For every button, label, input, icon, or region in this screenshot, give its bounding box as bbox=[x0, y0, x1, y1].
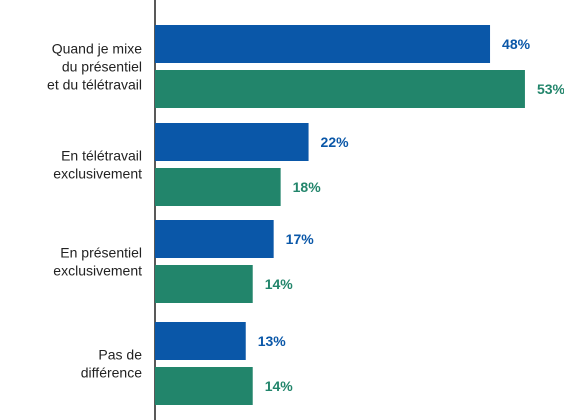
category-label-3: En présentiel exclusivement bbox=[53, 245, 142, 279]
category-label-line: Pas de bbox=[98, 347, 142, 363]
bar-4-second bbox=[155, 367, 253, 405]
value-label-2-first: 22% bbox=[321, 134, 350, 150]
value-label-3-second: 14% bbox=[265, 276, 294, 292]
category-label-line: Quand je mixe bbox=[52, 41, 142, 57]
category-label-line: exclusivement bbox=[53, 263, 142, 279]
category-label-line: du présentiel bbox=[62, 59, 142, 75]
bars-group bbox=[155, 25, 525, 405]
category-label-line: exclusivement bbox=[53, 166, 142, 182]
bar-2-second bbox=[155, 168, 281, 206]
value-label-2-second: 18% bbox=[293, 179, 322, 195]
category-label-1: Quand je mixe du présentiel et du télétrav… bbox=[47, 41, 142, 93]
category-label-line: et du télétravail bbox=[47, 77, 142, 93]
labels-group: 48% 53% Quand je mixe du présentiel et du té… bbox=[47, 36, 564, 394]
category-label-4: Pas de différence bbox=[81, 347, 142, 381]
value-label-1-first: 48% bbox=[502, 36, 531, 52]
category-label-2: En télétravail exclusivement bbox=[53, 148, 142, 182]
value-label-1-second: 53% bbox=[537, 81, 564, 97]
value-label-4-second: 14% bbox=[265, 378, 294, 394]
bar-4-first bbox=[155, 322, 246, 360]
bar-2-first bbox=[155, 123, 309, 161]
value-label-4-first: 13% bbox=[258, 333, 287, 349]
bar-1-second bbox=[155, 70, 525, 108]
bar-1-first bbox=[155, 25, 491, 63]
value-label-3-first: 17% bbox=[286, 231, 315, 247]
bar-3-second bbox=[155, 265, 253, 303]
category-label-line: En télétravail bbox=[61, 148, 142, 164]
category-label-line: En présentiel bbox=[60, 245, 142, 261]
category-label-line: différence bbox=[81, 365, 142, 381]
bar-3-first bbox=[155, 220, 274, 258]
